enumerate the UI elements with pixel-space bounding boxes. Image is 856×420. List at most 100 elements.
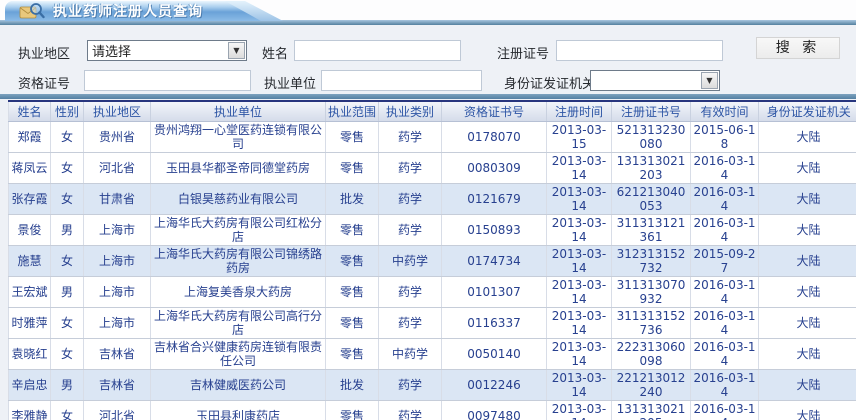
table-cell: 131313021205 [611,400,691,420]
table-cell: 吉林省 [83,338,151,370]
mail-search-icon [19,2,45,20]
table-cell: 白银昊慈药业有限公司 [150,183,326,215]
column-header: 姓名 [8,100,51,122]
table-cell: 药学 [378,152,442,184]
table-cell: 0050140 [441,338,547,370]
table-cell: 男 [50,276,84,308]
table-cell: 221213012240 [611,369,691,401]
table-cell: 2013-03-14 [546,183,612,215]
table-cell: 大陆 [758,369,856,401]
table-cell: 药学 [378,214,442,246]
table-cell: 中药学 [378,245,442,277]
table-cell: 袁晓红 [8,338,51,370]
table-cell: 贵州省 [83,121,151,153]
table-cell: 河北省 [83,400,151,420]
registration-no-input[interactable] [556,40,723,61]
results-table: 姓名 性别 执业地区 执业单位 执业范围 执业类别 资格证书号 注册时间 注册证书号 有效时间 身份… [8,100,856,420]
table-cell: 女 [50,338,84,370]
table-cell: 女 [50,245,84,277]
table-cell: 零售 [325,276,379,308]
table-cell: 2016-03-14 [690,307,759,339]
chevron-down-icon[interactable]: ▼ [701,72,718,89]
table-cell: 药学 [378,400,442,420]
table-cell: 0012246 [441,369,547,401]
table-header: 姓名 性别 执业地区 执业单位 执业范围 执业类别 资格证书号 注册时间 注册证书号 有效时间 身份… [8,100,856,122]
name-label: 姓名 [262,47,289,62]
title-bar: 执业药师注册人员查询 [0,0,856,25]
table-cell: 吉林省 [83,369,151,401]
table-cell: 311313152736 [611,307,691,339]
table-cell: 2016-03-14 [690,214,759,246]
table-row: 景俊男上海市 上海华氏大药房有限公司红松分店 零售 药学 0150893 2013-03-… [8,214,856,246]
table-body: 郑霞女贵州省 贵州鸿翔一心堂医药连锁有限公司 零售 药学 0178070 2013-03-… [8,121,856,420]
title-underline [0,20,856,25]
chevron-down-icon[interactable]: ▼ [228,42,245,59]
table-cell: 甘肃省 [83,183,151,215]
search-form: 执业地区 请选择 ▼ 姓名 注册证号 搜 索 资格证号 执业单位 身份证发证机关… [0,25,856,94]
table-cell: 大陆 [758,121,856,153]
table-cell: 女 [50,400,84,420]
table-row: 辛启忠男吉林省 吉林健威医药公司 批发 药学 0012246 2013-03-14 2212… [8,369,856,401]
table-cell: 施慧 [8,245,51,277]
table-cell: 女 [50,152,84,184]
column-header: 执业地区 [83,100,151,122]
column-header: 执业单位 [150,100,326,122]
table-cell: 药学 [378,121,442,153]
table-cell: 吉林省合兴健康药房连锁有限责任公司 [150,338,326,370]
qualification-no-input[interactable] [84,70,251,91]
column-header: 性别 [50,100,84,122]
table-cell: 零售 [325,214,379,246]
table-cell: 零售 [325,338,379,370]
table-cell: 大陆 [758,276,856,308]
registration-no-label: 注册证号 [497,47,550,62]
table-row: 张存霞女甘肃省 白银昊慈药业有限公司 批发 药学 0121679 2013-03-14 62… [8,183,856,215]
table-cell: 李雅静 [8,400,51,420]
table-cell: 2016-03-14 [690,338,759,370]
table-cell: 2013-03-14 [546,245,612,277]
table-cell: 2013-03-15 [546,121,612,153]
table-cell: 2013-03-14 [546,307,612,339]
table-cell: 药学 [378,183,442,215]
table-cell: 零售 [325,121,379,153]
id-issuer-select[interactable]: ▼ [590,70,720,91]
table-cell: 0101307 [441,276,547,308]
table-cell: 贵州鸿翔一心堂医药连锁有限公司 [150,121,326,153]
qualification-no-label: 资格证号 [18,77,71,92]
table-row: 袁晓红女吉林省 吉林省合兴健康药房连锁有限责任公司 零售 中药学 0050140 2013… [8,338,856,370]
table-cell: 2013-03-14 [546,152,612,184]
column-header: 执业类别 [378,100,442,122]
table-row: 施慧女上海市 上海华氏大药房有限公司锦绣路药房 零售 中药学 0174734 2013-0… [8,245,856,277]
column-header: 执业范围 [325,100,379,122]
table-cell: 男 [50,369,84,401]
table-cell: 时雅萍 [8,307,51,339]
name-input[interactable] [294,40,461,61]
column-header: 注册证书号 [611,100,691,122]
table-cell: 621213040053 [611,183,691,215]
table-cell: 河北省 [83,152,151,184]
table-row: 郑霞女贵州省 贵州鸿翔一心堂医药连锁有限公司 零售 药学 0178070 2013-03-… [8,121,856,153]
table-cell: 上海华氏大药房有限公司红松分店 [150,214,326,246]
employer-input[interactable] [321,70,482,91]
table-cell: 2016-03-14 [690,276,759,308]
table-cell: 0121679 [441,183,547,215]
table-cell: 辛启忠 [8,369,51,401]
id-issuer-label: 身份证发证机关 [504,77,596,92]
table-cell: 张存霞 [8,183,51,215]
table-cell: 222313060098 [611,338,691,370]
table-cell: 0178070 [441,121,547,153]
table-cell: 中药学 [378,338,442,370]
table-cell: 上海市 [83,245,151,277]
column-header: 身份证发证机关 [758,100,856,122]
table-cell: 大陆 [758,338,856,370]
table-cell: 女 [50,183,84,215]
table-cell: 2016-03-14 [690,400,759,420]
table-cell: 药学 [378,307,442,339]
table-cell: 2016-03-14 [690,152,759,184]
table-cell: 吉林健威医药公司 [150,369,326,401]
table-cell: 玉田县利康药店 [150,400,326,420]
table-cell: 大陆 [758,152,856,184]
search-button[interactable]: 搜 索 [756,37,840,59]
region-select[interactable]: 请选择 ▼ [87,40,247,61]
table-cell: 0080309 [441,152,547,184]
